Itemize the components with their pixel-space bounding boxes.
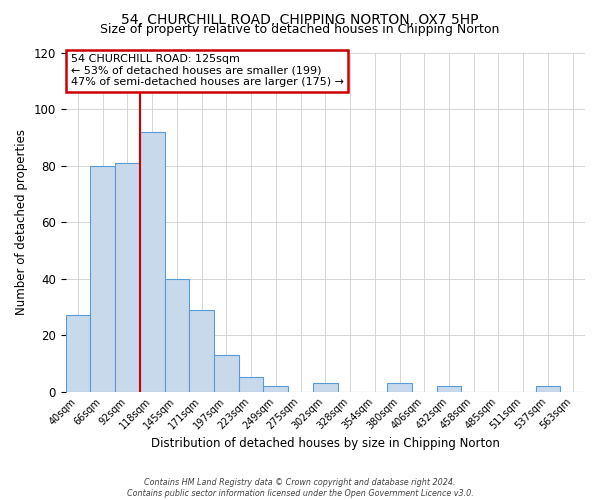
Text: Size of property relative to detached houses in Chipping Norton: Size of property relative to detached ho… [100, 22, 500, 36]
Text: 54 CHURCHILL ROAD: 125sqm
← 53% of detached houses are smaller (199)
47% of semi: 54 CHURCHILL ROAD: 125sqm ← 53% of detac… [71, 54, 344, 88]
Bar [164, 278, 190, 392]
Bar [536, 386, 560, 392]
Bar [140, 132, 164, 392]
X-axis label: Distribution of detached houses by size in Chipping Norton: Distribution of detached houses by size … [151, 437, 500, 450]
Text: Contains HM Land Registry data © Crown copyright and database right 2024.
Contai: Contains HM Land Registry data © Crown c… [127, 478, 473, 498]
Bar [313, 383, 338, 392]
Text: 54, CHURCHILL ROAD, CHIPPING NORTON, OX7 5HP: 54, CHURCHILL ROAD, CHIPPING NORTON, OX7… [121, 12, 479, 26]
Bar [214, 355, 239, 392]
Bar [190, 310, 214, 392]
Bar [263, 386, 288, 392]
Bar [91, 166, 115, 392]
Bar [239, 378, 263, 392]
Y-axis label: Number of detached properties: Number of detached properties [15, 129, 28, 315]
Bar [437, 386, 461, 392]
Bar [115, 162, 140, 392]
Bar [65, 316, 91, 392]
Bar [387, 383, 412, 392]
